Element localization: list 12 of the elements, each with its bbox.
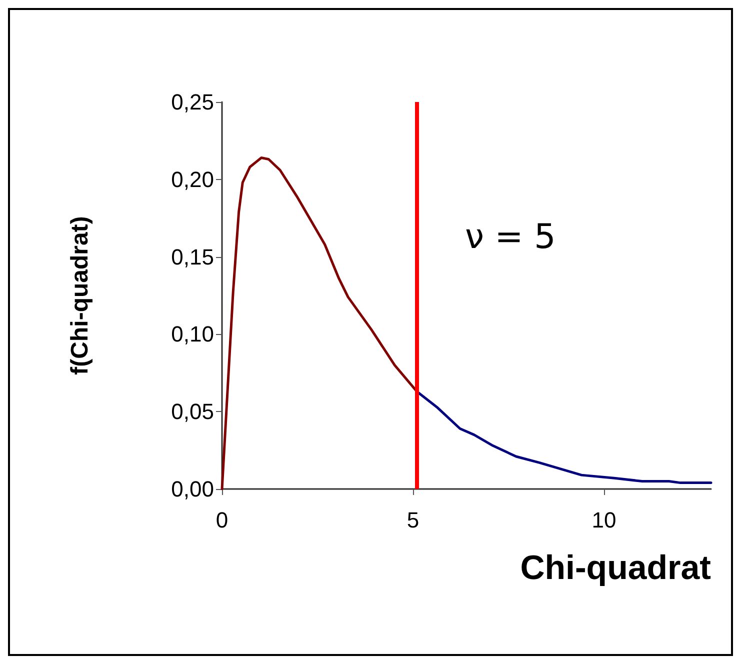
- y-tick-label: 0,20: [171, 166, 214, 192]
- annotation: ν = 5: [465, 217, 556, 257]
- x-tick-label: 5: [406, 508, 420, 532]
- x-tick-label: 0: [216, 508, 228, 532]
- y-tick-label: 0,10: [171, 322, 214, 347]
- y-tick-label: 0,15: [171, 244, 214, 270]
- x-axis-title: Chi-quadrat: [520, 549, 711, 587]
- y-tick-label: 0,05: [171, 399, 214, 424]
- y-tick-label: 0,00: [171, 476, 214, 502]
- x-tick-label: 10: [592, 508, 616, 532]
- y-tick-label: 0,25: [171, 90, 214, 114]
- y-axis-title: f(Chi-quadrat): [66, 216, 94, 375]
